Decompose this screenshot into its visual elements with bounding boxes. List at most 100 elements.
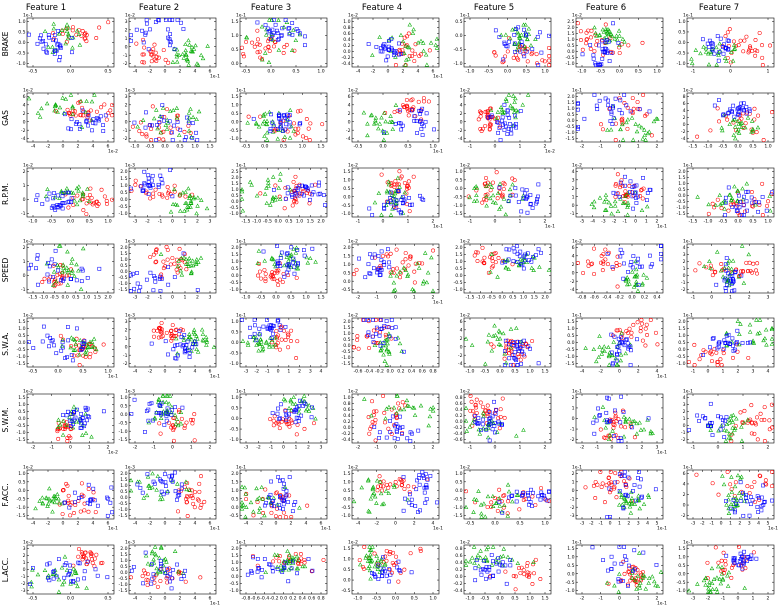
y-tick-label: 2.0	[120, 169, 127, 175]
y-exponent-label: 1e-2	[460, 163, 470, 169]
y-tick-label: -4	[681, 136, 686, 142]
square-point	[707, 45, 711, 49]
circle-point	[144, 134, 149, 139]
y-exponent-label: 1e-2	[572, 13, 582, 19]
square-point	[530, 47, 535, 51]
x-tick-label: 0	[634, 219, 637, 225]
square-point	[284, 122, 289, 127]
x-tick-label: 0.5	[749, 144, 756, 150]
y-tick-label: 4	[683, 108, 686, 114]
circle-point	[547, 63, 551, 67]
circle-point	[404, 97, 409, 102]
circle-point	[175, 126, 180, 131]
circle-point	[493, 53, 498, 58]
circle-point	[258, 191, 263, 196]
x-tick-label: -1	[151, 445, 156, 451]
triangle-point	[173, 202, 178, 207]
square-point	[311, 190, 316, 195]
x-tick-label: 0	[611, 445, 614, 451]
panel-brake-feature-4: -4 -2 0 2 4 61.00.80.60.40.20.0-0.2-0.41e-21e…	[342, 13, 444, 80]
x-tick-label: 0.0	[274, 219, 281, 225]
circle-point	[102, 194, 107, 199]
y-tick-label: -1.0	[454, 61, 463, 67]
x-exponent-label: 1e-1	[433, 224, 443, 230]
triangle-point	[199, 197, 204, 202]
triangle-point	[608, 31, 614, 36]
y-tick-label: 2	[348, 111, 351, 117]
triangle-point	[402, 50, 407, 55]
circle-point	[753, 48, 758, 53]
circle-point	[97, 25, 102, 30]
square-point	[647, 109, 652, 114]
square-point	[502, 102, 507, 107]
square-point	[730, 110, 735, 114]
square-point	[523, 32, 528, 37]
y-tick-label: -0.5	[677, 51, 686, 57]
y-exponent-label: 1e-2	[348, 163, 358, 169]
circle-point	[134, 41, 139, 46]
y-tick-label: 0.0	[18, 40, 25, 46]
circle-point	[81, 208, 86, 213]
x-tick-label: 0.0	[496, 369, 503, 375]
y-tick-label: 2	[572, 186, 575, 192]
triangle-point	[714, 62, 719, 67]
y-tick-label: 0.5	[231, 47, 238, 53]
y-tick-label: 1	[683, 416, 686, 422]
triangle-point	[261, 118, 267, 124]
square-point	[582, 116, 587, 121]
square-point	[597, 98, 602, 103]
x-tick-label: -1.0	[29, 219, 38, 225]
square-point	[140, 28, 144, 33]
x-tick-label: 0.0	[628, 295, 635, 301]
triangle-point	[517, 35, 523, 40]
triangle-point	[57, 195, 62, 200]
triangle-point	[188, 200, 194, 206]
x-tick-label: 1.0	[764, 144, 771, 150]
square-point	[744, 111, 749, 116]
x-tick-label: 2	[196, 219, 199, 225]
y-tick-label: 1.0	[567, 106, 574, 112]
square-point	[389, 37, 394, 41]
y-tick-label: 0.0	[567, 340, 574, 346]
y-tick-label: -0.2	[454, 425, 463, 431]
square-point	[182, 138, 187, 142]
square-point	[420, 133, 425, 137]
y-tick-label: 4	[460, 102, 463, 108]
y-tick-label: 1.0	[231, 259, 238, 265]
x-tick-label: 1.5	[307, 219, 314, 225]
x-tick-label: -0.2	[615, 295, 624, 301]
triangle-point	[76, 184, 82, 189]
circle-point	[257, 42, 262, 47]
circle-point	[617, 45, 622, 50]
x-tick-label: 0.0	[161, 144, 168, 150]
y-tick-label: 0.5	[18, 409, 25, 415]
y-tick-label: -0.5	[342, 287, 351, 293]
triangle-point	[189, 44, 195, 49]
triangle-point	[607, 38, 613, 43]
triangle-point	[259, 24, 265, 29]
x-tick-label: -1	[623, 219, 628, 225]
y-tick-label: 0	[125, 119, 128, 125]
x-tick-label: 1	[88, 445, 91, 451]
square-point	[609, 51, 614, 55]
y-tick-label: -4	[458, 136, 463, 142]
y-exponent-label: 1e-1	[460, 13, 470, 19]
x-tick-label: 1.0	[541, 69, 548, 75]
square-point	[139, 184, 144, 189]
x-tick-label: -1	[691, 69, 696, 75]
triangle-point	[200, 56, 206, 61]
x-tick-label: 2	[402, 69, 405, 75]
circle-point	[599, 122, 603, 127]
y-tick-label: -0.5	[566, 124, 575, 130]
y-tick-label: 0	[683, 273, 686, 279]
triangle-point	[285, 117, 290, 122]
circle-point	[307, 201, 312, 206]
square-point	[134, 27, 139, 32]
y-tick-label: -0.5	[230, 205, 239, 211]
y-tick-label: 0	[23, 119, 26, 125]
circle-point	[152, 42, 157, 47]
x-tick-label: -0.5	[484, 69, 493, 75]
panel-frame	[351, 17, 440, 68]
square-point	[616, 41, 621, 45]
